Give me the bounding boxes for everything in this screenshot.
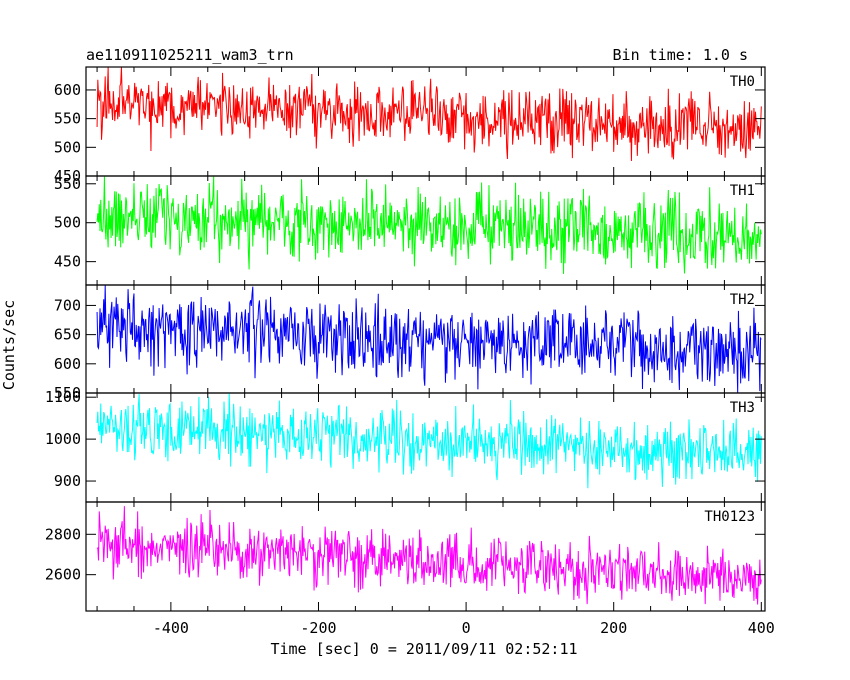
panel-frame bbox=[85, 175, 766, 286]
series-line-th3 bbox=[96, 392, 762, 489]
y-tick-label: 1000 bbox=[45, 430, 81, 448]
y-tick-label: 500 bbox=[54, 214, 81, 232]
series-line-th0 bbox=[96, 66, 762, 161]
series-line-th1 bbox=[96, 175, 762, 274]
series-label: TH2 bbox=[730, 292, 755, 308]
series-line-th0123 bbox=[96, 506, 762, 605]
x-tick-label: 0 bbox=[462, 619, 471, 637]
observation-title: ae110911025211_wam3_trn bbox=[86, 46, 294, 64]
x-axis-label: Time [sec] 0 = 2011/09/11 02:52:11 bbox=[270, 640, 577, 658]
series-label: TH0123 bbox=[704, 509, 755, 525]
x-tick-label: -200 bbox=[300, 619, 336, 637]
y-tick-label: 550 bbox=[54, 110, 81, 128]
panel-th0: 450 500 550 600 TH0 bbox=[54, 66, 766, 185]
y-tick-label: 700 bbox=[54, 296, 81, 314]
x-axis: -400 -200 0 200 400 bbox=[153, 619, 775, 637]
series-label: TH3 bbox=[730, 400, 755, 416]
y-tick-label: 550 bbox=[54, 175, 81, 193]
y-tick-label: 600 bbox=[54, 355, 81, 373]
bin-time-label: Bin time: 1.0 s bbox=[613, 46, 748, 64]
panel-th1: 450 500 550 TH1 bbox=[54, 175, 766, 286]
y-tick-label: 1100 bbox=[45, 388, 81, 406]
x-tick-label: 400 bbox=[748, 619, 775, 637]
y-tick-label: 550 bbox=[54, 384, 81, 402]
panel-th2: 550 600 650 700 TH2 bbox=[54, 284, 766, 402]
x-tick-label: 200 bbox=[600, 619, 627, 637]
y-tick-label: 450 bbox=[54, 253, 81, 271]
y-tick-label: 500 bbox=[54, 138, 81, 156]
series-line-th2 bbox=[96, 284, 762, 394]
series-label: TH0 bbox=[730, 74, 755, 90]
y-axis-label: Counts/sec bbox=[0, 300, 18, 390]
y-tick-label: 600 bbox=[54, 81, 81, 99]
panel-th3: 900 1000 1100 TH3 bbox=[45, 388, 766, 503]
y-tick-label: 650 bbox=[54, 326, 81, 344]
panel-frame bbox=[85, 501, 766, 612]
x-tick-label: -400 bbox=[153, 619, 189, 637]
y-tick-label: 2800 bbox=[45, 525, 81, 543]
y-tick-label: 450 bbox=[54, 167, 81, 185]
y-tick-label: 2600 bbox=[45, 566, 81, 584]
panels-group: 450 500 550 600 TH0 450 500 550 TH1 550 600 650 700 T… bbox=[45, 66, 766, 612]
y-tick-label: 900 bbox=[54, 472, 81, 490]
panel-th0123: 2600 2800 TH0123 bbox=[45, 501, 766, 612]
series-label: TH1 bbox=[730, 183, 755, 199]
